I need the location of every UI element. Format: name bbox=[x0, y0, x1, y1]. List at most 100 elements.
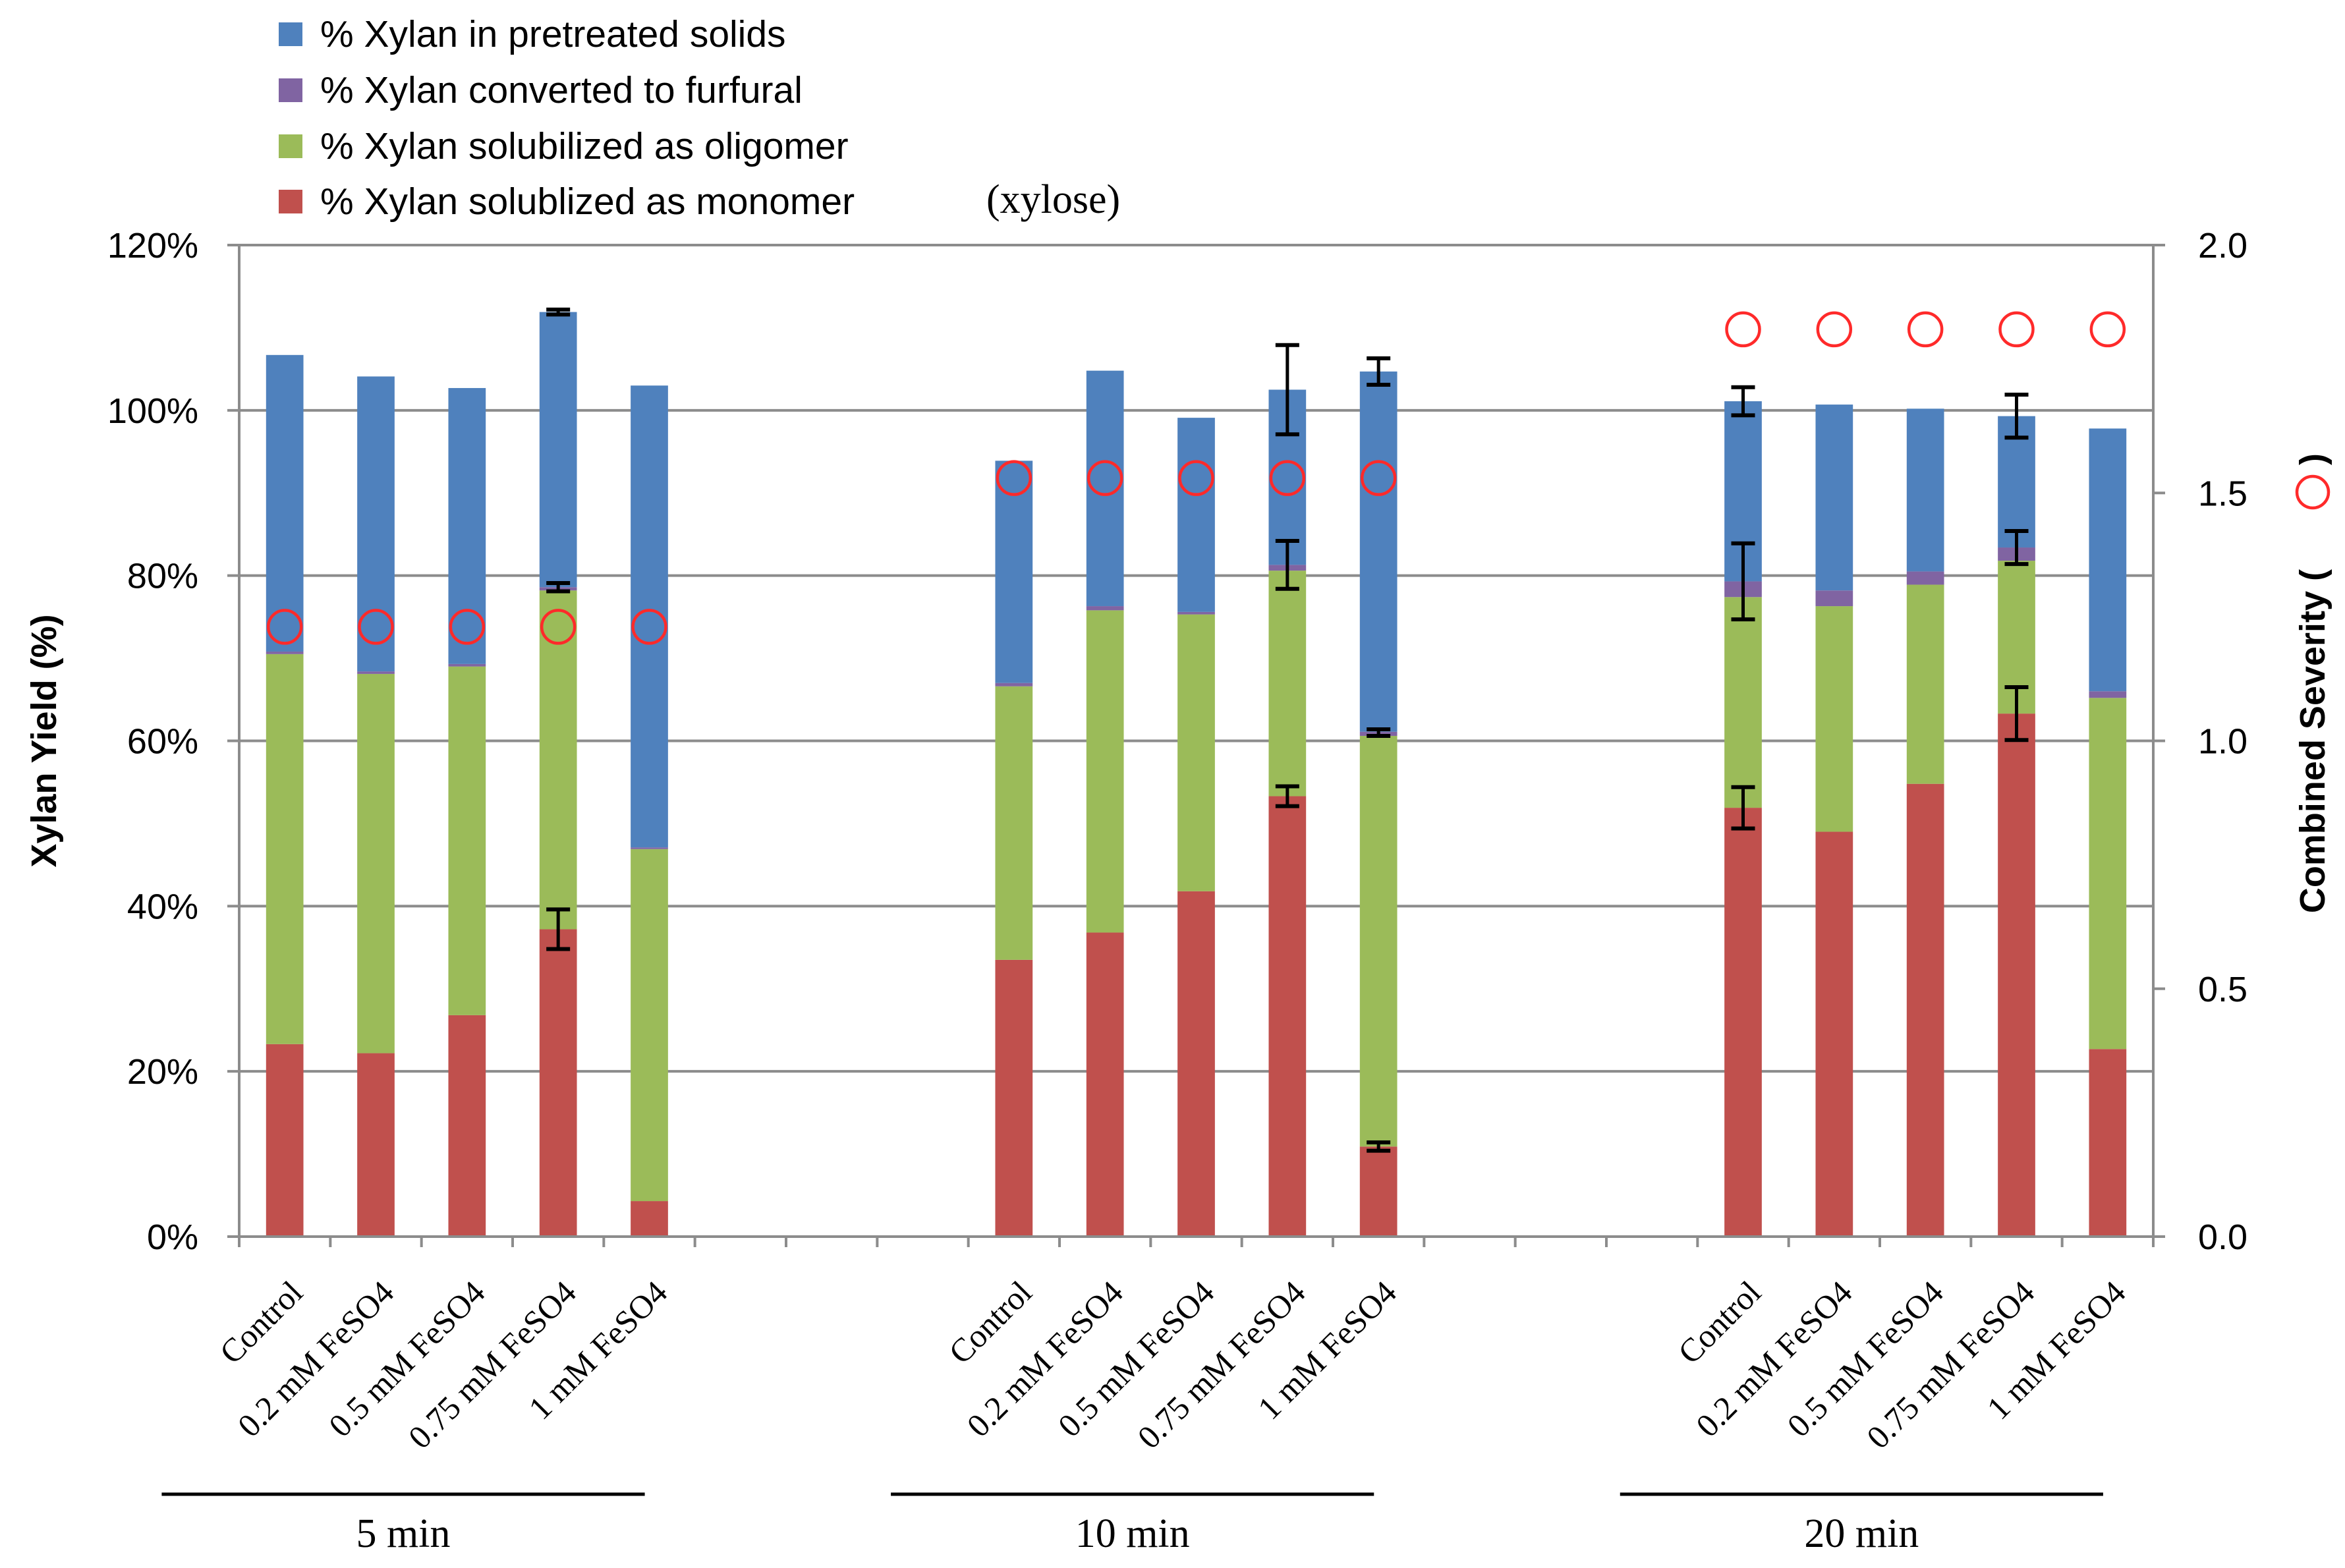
y-tick-label: 20% bbox=[127, 1052, 198, 1092]
legend-suffix: (xylose) bbox=[986, 177, 1120, 222]
category-label: 0.5 mM FeSO4 bbox=[322, 1274, 492, 1444]
legend-swatch-oligomer bbox=[279, 134, 302, 158]
legend-swatch-furfural bbox=[279, 78, 302, 102]
bar-segment-monomer bbox=[631, 1201, 668, 1237]
severity-marker bbox=[1360, 460, 1397, 496]
bar-segment-solids bbox=[2089, 428, 2127, 692]
legend-label-solids: % Xylan in pretreated solids bbox=[320, 13, 786, 55]
bar-segment-oligomer bbox=[1268, 571, 1307, 797]
bar-segment-furfural bbox=[631, 847, 668, 849]
category-label: 0.5 mM FeSO4 bbox=[1780, 1274, 1950, 1444]
bar-segment-oligomer bbox=[1177, 614, 1215, 891]
legend: % Xylan in pretreated solids % Xylan conv… bbox=[279, 13, 1120, 223]
bar-segment-solids bbox=[539, 312, 577, 588]
bar-segment-furfural bbox=[1815, 590, 1853, 607]
bar-segment-furfural bbox=[1906, 571, 1944, 585]
bar-segment-monomer bbox=[539, 929, 577, 1237]
legend-swatch-monomer bbox=[279, 190, 302, 213]
bar-segment-oligomer bbox=[2089, 698, 2127, 1050]
bar-segment-furfural bbox=[448, 663, 486, 667]
y-tick-label: 120% bbox=[107, 226, 198, 266]
severity-marker bbox=[1725, 311, 1761, 348]
bar-segment-furfural bbox=[1177, 611, 1215, 615]
bar-segment-monomer bbox=[266, 1044, 304, 1237]
legend-label-oligomer: % Xylan solubilized as oligomer bbox=[320, 125, 849, 167]
category-label: 0.2 mM FeSO4 bbox=[1689, 1274, 1859, 1444]
bar-segment-furfural bbox=[2089, 691, 2127, 698]
bar-segment-solids bbox=[266, 354, 304, 652]
y2-tick-label: 0.0 bbox=[2198, 1218, 2247, 1257]
category-label: 0.5 mM FeSO4 bbox=[1051, 1274, 1222, 1444]
bar-segment-oligomer bbox=[1906, 584, 1944, 784]
bar-segment-oligomer bbox=[1724, 597, 1762, 808]
bar-segment-solids bbox=[1359, 371, 1398, 732]
group-label: 20 min bbox=[1804, 1511, 1919, 1556]
bar-segment-solids bbox=[995, 461, 1033, 683]
legend-label-monomer: % Xylan solublized as monomer bbox=[320, 181, 855, 223]
severity-marker bbox=[2089, 311, 2126, 348]
bar-segment-monomer bbox=[2089, 1049, 2127, 1237]
y-tick-label: 40% bbox=[127, 887, 198, 926]
bar-segment-solids bbox=[448, 387, 486, 664]
severity-marker bbox=[266, 609, 303, 645]
bar-segment-oligomer bbox=[1086, 610, 1124, 933]
bar-segment-monomer bbox=[1177, 891, 1215, 1237]
bar-segment-solids bbox=[357, 376, 395, 672]
bar-segment-solids bbox=[1815, 405, 1853, 591]
y2-axis-title: Combined Severity () bbox=[2293, 453, 2332, 913]
bar-segment-monomer bbox=[357, 1053, 395, 1237]
y2-tick-label: 2.0 bbox=[2198, 226, 2247, 266]
severity-marker bbox=[1178, 460, 1214, 496]
bar-segment-oligomer bbox=[631, 849, 668, 1202]
severity-marker bbox=[1816, 311, 1853, 348]
bar-segment-oligomer bbox=[357, 673, 395, 1053]
category-label: 0.2 mM FeSO4 bbox=[959, 1274, 1130, 1444]
bar-segment-monomer bbox=[1268, 796, 1307, 1237]
y2-tick-label: 0.5 bbox=[2198, 970, 2247, 1009]
category-label: 0.75 mM FeSO4 bbox=[1859, 1274, 2041, 1455]
category-label: 0.75 mM FeSO4 bbox=[1130, 1274, 1312, 1455]
bar-segment-oligomer bbox=[1359, 735, 1398, 1147]
severity-marker-layer bbox=[266, 311, 2126, 645]
y2-tick-label: 1.0 bbox=[2198, 722, 2247, 762]
y-tick-label: 60% bbox=[127, 722, 198, 762]
category-label: 0.75 mM FeSO4 bbox=[401, 1274, 583, 1455]
bar-segment-monomer bbox=[1724, 808, 1762, 1237]
group-label: 5 min bbox=[356, 1511, 451, 1556]
bar-segment-oligomer bbox=[539, 590, 577, 930]
y-axis-title: Xylan Yield (%) bbox=[24, 614, 64, 867]
category-label: 0.2 mM FeSO4 bbox=[231, 1274, 401, 1444]
bar-segment-furfural bbox=[357, 671, 395, 674]
bar-segment-oligomer bbox=[995, 686, 1033, 960]
severity-marker bbox=[1998, 311, 2035, 348]
severity-marker bbox=[1269, 460, 1306, 496]
group-label: 10 min bbox=[1075, 1511, 1190, 1556]
y-tick-label: 80% bbox=[127, 557, 198, 596]
bar-segment-monomer bbox=[1998, 714, 2035, 1237]
legend-label-furfural: % Xylan converted to furfural bbox=[320, 69, 803, 111]
bar-segment-monomer bbox=[995, 959, 1033, 1237]
bar-segment-solids bbox=[1906, 408, 1944, 572]
bar-segment-monomer bbox=[1906, 783, 1944, 1237]
bar-segment-furfural bbox=[995, 683, 1033, 686]
bar-segment-monomer bbox=[448, 1015, 486, 1237]
severity-marker bbox=[1907, 311, 1944, 348]
severity-marker bbox=[1087, 460, 1123, 496]
severity-marker bbox=[358, 609, 394, 645]
severity-marker bbox=[996, 460, 1032, 496]
bar-segment-monomer bbox=[1086, 932, 1124, 1237]
legend-swatch-solids bbox=[279, 22, 302, 46]
bar-segment-oligomer bbox=[266, 654, 304, 1044]
severity-marker bbox=[540, 609, 577, 645]
y2-axis-title-text: Combined Severity ( bbox=[2293, 569, 2332, 913]
bar-segment-solids bbox=[1177, 418, 1215, 612]
severity-legend-marker bbox=[2295, 474, 2331, 510]
error-bar-layer bbox=[546, 307, 2029, 1153]
bar-segment-monomer bbox=[1359, 1146, 1398, 1237]
severity-marker bbox=[449, 609, 486, 645]
bar-segment-furfural bbox=[1086, 606, 1124, 611]
bar-segment-monomer bbox=[1815, 831, 1853, 1237]
bar-segment-furfural bbox=[266, 652, 304, 654]
y-tick-label: 100% bbox=[107, 391, 198, 431]
